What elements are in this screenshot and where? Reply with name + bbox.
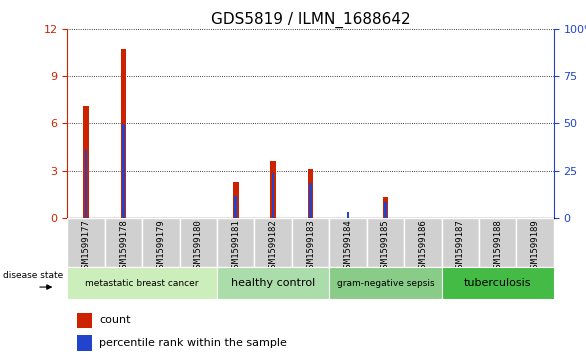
Text: GSM1599178: GSM1599178 <box>119 219 128 273</box>
Text: count: count <box>99 315 131 325</box>
Bar <box>292 218 329 267</box>
Text: tuberculosis: tuberculosis <box>464 278 532 288</box>
Text: percentile rank within the sample: percentile rank within the sample <box>99 338 287 348</box>
Text: GSM1599187: GSM1599187 <box>456 219 465 273</box>
Bar <box>121 49 127 218</box>
Bar <box>308 169 314 218</box>
Bar <box>67 218 105 267</box>
Text: GSM1599186: GSM1599186 <box>418 219 427 273</box>
Title: GDS5819 / ILMN_1688642: GDS5819 / ILMN_1688642 <box>211 12 410 28</box>
Bar <box>383 197 388 218</box>
Bar <box>367 218 404 267</box>
Bar <box>67 267 217 299</box>
Bar <box>233 182 239 218</box>
Text: metastatic breast cancer: metastatic breast cancer <box>86 279 199 287</box>
Text: GSM1599181: GSM1599181 <box>231 219 240 273</box>
Bar <box>329 218 367 267</box>
Text: gram-negative sepsis: gram-negative sepsis <box>336 279 434 287</box>
Bar <box>309 183 312 218</box>
Bar <box>404 218 441 267</box>
Bar <box>441 218 479 267</box>
Bar <box>77 313 91 328</box>
Text: GSM1599182: GSM1599182 <box>268 219 278 273</box>
Text: GSM1599183: GSM1599183 <box>306 219 315 273</box>
Bar <box>122 125 125 218</box>
Bar <box>217 267 329 299</box>
Text: GSM1599188: GSM1599188 <box>493 219 502 273</box>
Bar <box>217 218 254 267</box>
Bar <box>105 218 142 267</box>
Text: GSM1599179: GSM1599179 <box>156 219 165 273</box>
Bar <box>77 335 91 351</box>
Text: GSM1599189: GSM1599189 <box>530 219 540 273</box>
Bar <box>384 202 387 218</box>
Text: GSM1599177: GSM1599177 <box>81 219 91 273</box>
Bar <box>441 267 554 299</box>
Bar <box>83 106 89 218</box>
Bar <box>180 218 217 267</box>
Text: GSM1599184: GSM1599184 <box>343 219 353 273</box>
Bar <box>272 174 274 218</box>
Bar <box>347 212 349 218</box>
Bar <box>516 218 554 267</box>
Bar <box>329 267 441 299</box>
Text: GSM1599180: GSM1599180 <box>194 219 203 273</box>
Bar <box>254 218 292 267</box>
Bar <box>234 196 237 218</box>
Text: healthy control: healthy control <box>231 278 315 288</box>
Bar <box>479 218 516 267</box>
Text: disease state: disease state <box>4 272 64 281</box>
Bar <box>142 218 180 267</box>
Bar <box>85 150 87 218</box>
Text: GSM1599185: GSM1599185 <box>381 219 390 273</box>
Bar <box>270 161 276 218</box>
